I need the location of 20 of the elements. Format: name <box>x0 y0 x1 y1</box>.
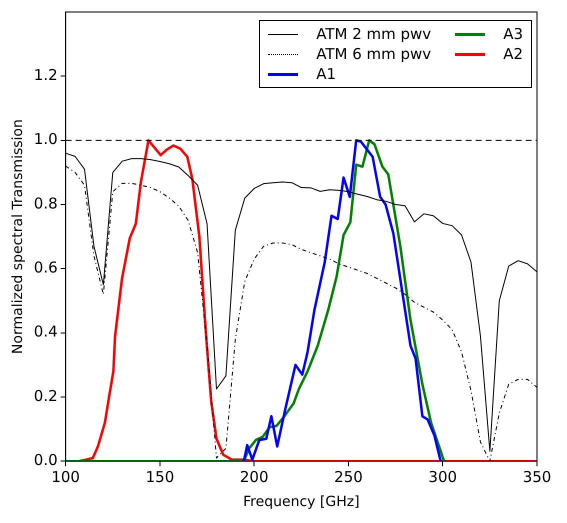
y-tick-label: 0.0 <box>34 451 58 470</box>
y-axis-title: Normalized spectral Transmission <box>10 119 26 354</box>
y-tick-label: 1.0 <box>34 130 58 148</box>
x-tick-label: 300 <box>428 468 458 486</box>
legend-label: ATM 6 mm pwv <box>316 45 432 63</box>
y-tick-label: 0.6 <box>34 258 58 277</box>
x-tick-label: 150 <box>146 468 174 486</box>
x-tick-label: 100 <box>51 468 80 486</box>
x-tick-label: 250 <box>334 468 363 486</box>
y-tick-label: 0.4 <box>34 322 58 341</box>
y-tick-label: 1.2 <box>34 66 58 84</box>
x-tick-label: 350 <box>522 468 552 486</box>
legend-label: A2 <box>503 45 523 63</box>
x-tick-label: 200 <box>240 468 269 486</box>
x-axis-title: Frequency [GHz] <box>243 494 360 510</box>
y-tick-label: 0.2 <box>34 386 58 405</box>
legend-label: A1 <box>316 65 336 83</box>
legend-label: ATM 2 mm pwv <box>316 25 432 43</box>
legend-label: A3 <box>503 25 523 43</box>
y-tick-label: 0.8 <box>34 194 58 212</box>
